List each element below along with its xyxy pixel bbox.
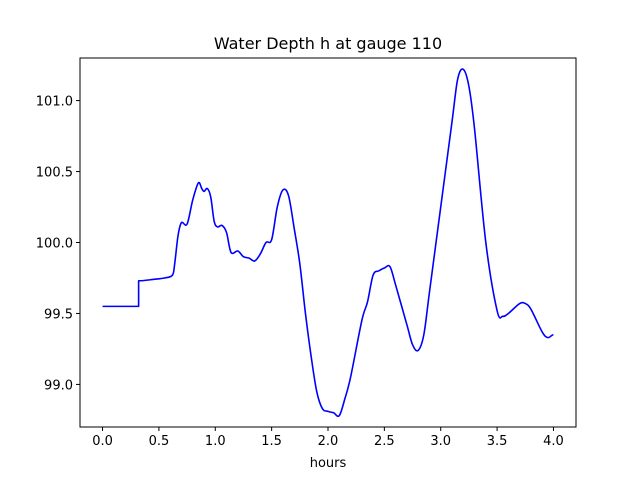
series-line-0 — [102, 68, 554, 418]
x-axis: 0.0 0.5 1.0 1.5 2.0 2.5 3.0 3.5 4.0 — [92, 427, 564, 449]
x-tick-label: 1.0 — [205, 434, 226, 449]
x-tick-label: 3.5 — [487, 434, 508, 449]
x-tick-label: 3.0 — [430, 434, 451, 449]
x-tick-label: 2.0 — [318, 434, 339, 449]
series-layer — [102, 68, 554, 418]
x-tick-label: 4.0 — [543, 434, 564, 449]
y-tick-label: 99.0 — [44, 378, 73, 393]
y-axis: 99.0 99.5 100.0 100.5 101.0 — [36, 95, 80, 393]
x-tick-label: 0.5 — [149, 434, 170, 449]
x-tick-label: 1.5 — [261, 434, 282, 449]
x-axis-label: hours — [310, 456, 347, 471]
y-tick-label: 100.5 — [36, 166, 73, 181]
y-tick-label: 100.0 — [36, 237, 73, 252]
y-tick-label: 99.5 — [44, 307, 73, 322]
x-tick-label: 2.5 — [374, 434, 395, 449]
y-tick-label: 101.0 — [36, 95, 73, 110]
chart-title: Water Depth h at gauge 110 — [214, 34, 442, 53]
x-tick-label: 0.0 — [92, 434, 113, 449]
